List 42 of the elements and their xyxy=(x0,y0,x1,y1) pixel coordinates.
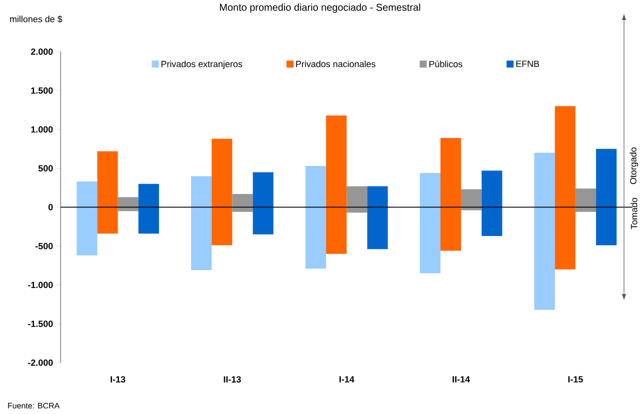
bar xyxy=(76,182,98,256)
legend-label: EFNB xyxy=(516,60,540,67)
bar xyxy=(252,172,274,234)
y-axis-title: millones de $ xyxy=(10,16,62,23)
x-tick-label: II-14 xyxy=(452,376,470,382)
bar xyxy=(305,166,326,269)
y-tick-label: -2.000 xyxy=(28,360,53,366)
legend-label: Privados nacionales xyxy=(296,60,376,68)
chart-title: Monto promedio diario negociado - Semestral xyxy=(220,4,420,13)
legend-label: Públicos xyxy=(429,60,462,68)
x-tick-label: II-13 xyxy=(224,376,241,383)
bar xyxy=(346,186,368,213)
bar xyxy=(138,184,160,234)
bar xyxy=(212,138,232,246)
bar xyxy=(482,170,502,236)
y-tick-label: 500 xyxy=(38,165,53,172)
bar xyxy=(232,194,253,212)
bar xyxy=(554,106,576,270)
y-tick-label: 2.000 xyxy=(30,48,53,55)
bar xyxy=(596,148,617,246)
y-tick-label: -1.000 xyxy=(28,282,53,288)
y-tick-label: 1.500 xyxy=(31,87,53,94)
y-tick-label: -500 xyxy=(36,242,53,250)
bar xyxy=(118,197,138,212)
bar xyxy=(575,188,596,212)
bar xyxy=(420,172,440,274)
bar xyxy=(440,138,462,251)
bar xyxy=(326,115,347,254)
y-tick-label: -1.500 xyxy=(28,320,53,327)
bar xyxy=(191,176,212,270)
legend-label: Privados extranjeros xyxy=(162,60,242,69)
bar xyxy=(461,189,482,210)
x-tick-label: I-13 xyxy=(110,376,126,383)
bar xyxy=(97,151,118,234)
x-tick-label: I-15 xyxy=(568,376,583,382)
annotation: Otorgado xyxy=(630,147,638,184)
bar xyxy=(367,186,388,250)
y-tick-label: 0 xyxy=(48,204,53,210)
annotation: Tomado xyxy=(630,198,638,230)
bar xyxy=(534,152,555,310)
y-tick-label: 1.000 xyxy=(31,126,53,133)
x-tick-label: I-14 xyxy=(340,376,354,382)
